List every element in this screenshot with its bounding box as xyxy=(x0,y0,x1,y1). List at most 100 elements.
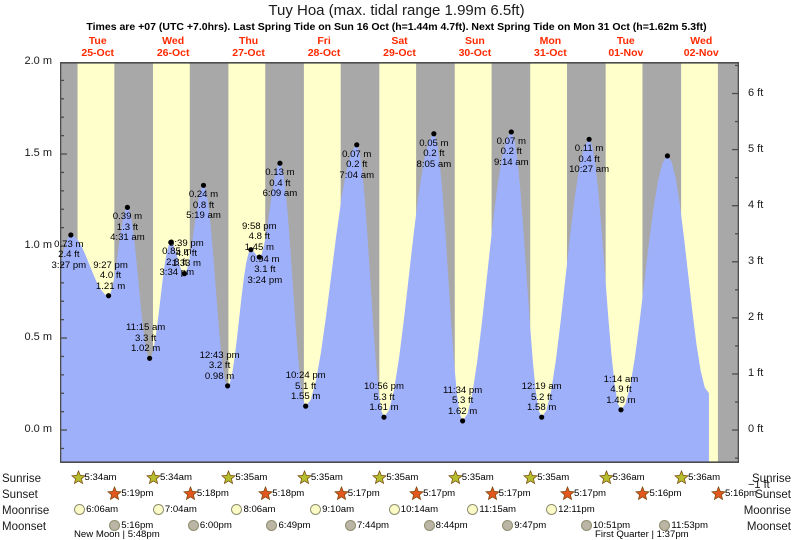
tide-annotation-time: 12:43 pm xyxy=(199,349,240,361)
tide-annotation-high-17: 12:19 am 5.2 ft 1.58 m xyxy=(499,381,585,413)
tide-annotation-height_ft: 4.8 ft xyxy=(248,231,270,243)
tide-annotation-time: 9:27 pm xyxy=(93,259,128,271)
sunrise-star-icon xyxy=(674,469,690,485)
tide-annotation-height_ft: 0.2 ft xyxy=(423,148,445,160)
tide-annotation-height_m: 1.02 m xyxy=(130,343,161,355)
day-date: 28-Oct xyxy=(307,47,341,59)
tide-annotation-high-13: 10:56 pm 5.3 ft 1.61 m xyxy=(341,381,427,413)
tide-annotation-height_m: 1.55 m xyxy=(290,390,321,402)
tide-annotation-time: 3:34 pm xyxy=(159,267,195,279)
sunrise-time: 5:35am xyxy=(537,472,570,483)
tide-annotation-high-9: 9:58 pm 4.8 ft 1.45 m xyxy=(216,221,302,253)
tide-high-marker xyxy=(431,131,437,137)
tide-annotation-time: 10:27 am xyxy=(569,164,610,176)
day-header-28-oct: Fri 28-Oct xyxy=(286,35,361,59)
tide-annotation-low-12: 0.07 m 0.2 ft 7:04 am xyxy=(314,149,400,181)
tide-annotation-time: 9:14 am xyxy=(493,156,529,168)
sunrise-star-icon xyxy=(221,469,237,485)
sunrise-icon-wrap xyxy=(70,469,86,490)
page-subtitle: Times are +07 (UTC +7.0hrs). Last Spring… xyxy=(86,21,707,33)
sunrise-time: 5:35am xyxy=(386,472,419,483)
tide-low-marker xyxy=(256,254,262,260)
chart-axes xyxy=(60,62,739,463)
sunset-time: 5:17pm xyxy=(498,488,531,499)
moon-phase-separator: | xyxy=(119,529,128,540)
y-tick-left-05m: 0.5 m xyxy=(24,331,52,344)
day-date: 01-Nov xyxy=(608,47,644,59)
tide-annotation-height_m: 0.39 m xyxy=(112,211,143,223)
sunrise-star-icon xyxy=(296,469,312,485)
sunset-row-label-left: Sunset xyxy=(2,489,38,501)
sunset-star-icon xyxy=(635,485,651,501)
tide-annotation-low-4: 0.85 m 2.8 ft 3:34 pm xyxy=(134,246,220,279)
y-tick-left-15m: 1.5 m xyxy=(24,147,52,159)
moonset-time: 11:53pm xyxy=(671,520,709,531)
sunset-star-icon xyxy=(560,485,576,501)
sunset-time: 5:17pm xyxy=(574,488,607,499)
moonrise-time: 9:10am xyxy=(322,504,355,515)
moonset-circle-icon xyxy=(423,520,435,531)
tide-annotation-time: 3:24 pm xyxy=(247,274,283,286)
sunrise-star-icon xyxy=(447,469,463,485)
day-header-31-oct: Mon 31-Oct xyxy=(513,35,588,59)
sunset-time: 5:17pm xyxy=(347,488,380,499)
moonset-circle-icon xyxy=(580,520,592,531)
tide-annotation-height_ft: 4.4 ft xyxy=(175,248,198,260)
moonrise-circle-icon xyxy=(310,504,322,515)
moonset-circle-icon xyxy=(187,520,199,531)
tide-annotation-height_ft: 3.1 ft xyxy=(254,264,276,276)
tide-annotation-height_m: 1.49 m xyxy=(606,394,636,406)
sunrise-time: 5:36am xyxy=(688,472,721,483)
day-date: 02-Nov xyxy=(683,47,719,59)
tide-annotation-high-11: 10:24 pm 5.1 ft 1.55 m xyxy=(263,370,349,402)
tide-annotation-height_ft: 0.4 ft xyxy=(578,153,600,165)
tide-high-marker xyxy=(508,129,514,135)
day-weekday: Sun xyxy=(465,35,485,47)
sunset-icon-wrap xyxy=(710,485,726,506)
tide-annotation-high-19: 1:14 am 4.9 ft 1.49 m xyxy=(578,374,664,406)
moonset-icon-wrap xyxy=(500,518,514,531)
moonset-icon-wrap xyxy=(343,518,357,531)
y-tick-right-3ft: 3 ft xyxy=(748,254,764,267)
tide-annotation-time: 10:56 pm xyxy=(363,381,404,393)
sunrise-star-icon xyxy=(70,469,86,485)
sunrise-icon-wrap xyxy=(221,469,237,490)
moonset-time: 7:44pm xyxy=(357,520,390,531)
sunrise-star-icon xyxy=(598,469,614,485)
tide-high-marker xyxy=(200,182,207,188)
sunset-star-icon xyxy=(710,485,726,501)
moonrise-time: 6:06am xyxy=(86,504,119,515)
tide-annotation-height_m: 0.85 m xyxy=(162,246,192,258)
sunrise-icon-wrap xyxy=(447,469,463,490)
sunrise-star-icon xyxy=(523,469,539,485)
sunset-time: 5:16pm xyxy=(724,488,757,499)
tide-annotation-height_ft: 3.2 ft xyxy=(208,360,231,372)
day-weekday: Wed xyxy=(162,35,185,47)
moonrise-circle-icon xyxy=(467,504,479,515)
tide-annotation-time: 8:05 am xyxy=(416,158,452,170)
day-weekday: Tue xyxy=(616,35,635,47)
tide-high-marker xyxy=(664,153,671,159)
tide-annotation-time: 9:39 pm xyxy=(169,237,204,249)
tide-annotation-height_ft: 0.2 ft xyxy=(500,146,522,158)
sunset-time: 5:18pm xyxy=(196,488,229,499)
sunset-row-label-right: Sunset xyxy=(755,489,791,501)
moonset-time: 8:44pm xyxy=(435,520,468,531)
day-header-01-nov: Tue 01-Nov xyxy=(588,35,663,59)
tide-curve-marker xyxy=(68,232,74,238)
tide-annotation-height_ft: 0.2 ft xyxy=(346,159,368,171)
moonset-time: 5:16pm xyxy=(121,520,154,531)
sunset-icon-wrap xyxy=(560,485,576,506)
tide-annotation-low-0: 0.73 m 2.4 ft 3:27 pm xyxy=(26,239,112,271)
tide-annotation-height_m: 0.07 m xyxy=(496,135,526,147)
tide-annotation-height_m: 1.62 m xyxy=(447,405,478,417)
moonrise-time: 10:14am xyxy=(400,504,439,515)
moonrise-circle-icon xyxy=(152,504,164,515)
sunrise-time: 5:34am xyxy=(159,472,192,483)
moonrise-time: 8:06am xyxy=(243,504,276,515)
sunset-icon-wrap xyxy=(635,485,651,506)
sunset-icon-wrap xyxy=(409,485,425,506)
tide-annotation-time: 11:15 am xyxy=(125,322,166,334)
moonrise-icon-wrap xyxy=(72,502,86,515)
tide-high-marker xyxy=(277,160,283,166)
